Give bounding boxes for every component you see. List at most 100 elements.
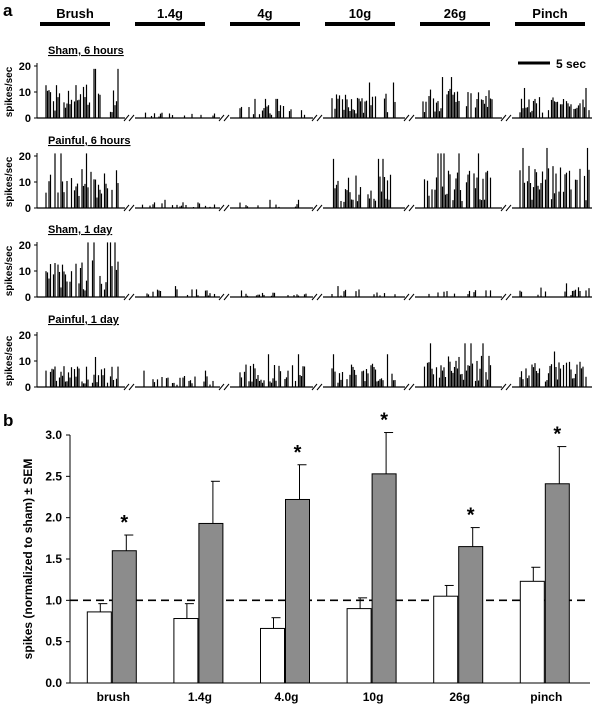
trace-break-gap bbox=[125, 294, 135, 300]
bar-sham bbox=[346, 608, 372, 684]
significance-marker: * bbox=[467, 505, 475, 527]
y-tick-label: 1.0 bbox=[45, 593, 62, 607]
y-tick-label: 2.0 bbox=[45, 511, 62, 525]
trace-break-gap bbox=[220, 115, 230, 121]
trace-title: Sham, 1 day bbox=[48, 224, 113, 236]
trace-break-mark bbox=[311, 204, 318, 212]
trace-break-gap bbox=[405, 294, 415, 300]
trace-break-mark bbox=[408, 114, 415, 122]
x-tick-label: 4.0g bbox=[274, 690, 298, 704]
trace-break-mark bbox=[128, 293, 135, 301]
trace-break-mark bbox=[505, 383, 512, 391]
trace-break-mark bbox=[218, 204, 225, 212]
panel-b-label: b bbox=[3, 411, 13, 430]
bar-sham bbox=[260, 627, 285, 684]
trace-break-gap bbox=[502, 205, 512, 211]
trace-break-gap bbox=[220, 384, 230, 390]
trace-break-mark bbox=[223, 204, 230, 212]
trace-break-mark bbox=[311, 293, 318, 301]
trace-title: Painful, 6 hours bbox=[48, 135, 131, 147]
stimulus-label: 4g bbox=[257, 6, 272, 21]
stimulus-label: 26g bbox=[444, 6, 466, 21]
trace-break-mark bbox=[505, 114, 512, 122]
trace-title: Painful, 1 day bbox=[48, 314, 120, 326]
trace-break-mark bbox=[218, 114, 225, 122]
trace-y-tick-label: 10 bbox=[19, 87, 31, 99]
trace-y-tick-label: 20 bbox=[19, 240, 31, 252]
significance-marker: * bbox=[380, 410, 388, 432]
trace-row: Sham, 1 day 0 10 20 spikes/sec bbox=[4, 224, 592, 304]
x-tick-label: 26g bbox=[449, 690, 470, 704]
trace-break-gap bbox=[220, 205, 230, 211]
trace-break-mark bbox=[316, 114, 323, 122]
x-tick-label: brush bbox=[97, 690, 130, 704]
y-tick-label: 3.0 bbox=[45, 428, 62, 442]
bar-painful bbox=[285, 498, 310, 684]
trace-break-mark bbox=[505, 293, 512, 301]
y-axis-label: spikes (normalized to sham) ± SEM bbox=[21, 459, 35, 660]
trace-row: Painful, 6 hours 0 10 20 spikes/sec bbox=[4, 135, 592, 215]
y-tick-label: 0.0 bbox=[45, 676, 62, 690]
trace-break-gap bbox=[313, 115, 323, 121]
bar-painful bbox=[458, 546, 484, 684]
trace-break-gap bbox=[502, 384, 512, 390]
trace-y-tick-label: 0 bbox=[25, 203, 31, 215]
trace-break-mark bbox=[408, 293, 415, 301]
trace-break-mark bbox=[223, 114, 230, 122]
trace-break-gap bbox=[502, 294, 512, 300]
trace-y-tick-label: 0 bbox=[25, 113, 31, 125]
x-tick-label: 1.4g bbox=[188, 690, 212, 704]
trace-break-mark bbox=[218, 383, 225, 391]
trace-y-label: spikes/sec bbox=[4, 245, 15, 296]
trace-break-gap bbox=[220, 294, 230, 300]
trace-y-label: spikes/sec bbox=[4, 335, 15, 386]
significance-marker: * bbox=[553, 424, 561, 446]
y-tick-label: 1.5 bbox=[45, 552, 62, 566]
significance-marker: * bbox=[294, 442, 302, 464]
trace-break-gap bbox=[405, 205, 415, 211]
trace-break-gap bbox=[405, 115, 415, 121]
trace-break-mark bbox=[316, 204, 323, 212]
trace-break-gap bbox=[125, 205, 135, 211]
trace-y-tick-label: 20 bbox=[19, 61, 31, 73]
trace-break-mark bbox=[128, 114, 135, 122]
trace-row: Sham, 6 hours 0 10 20 spikes/sec bbox=[4, 45, 592, 125]
trace-y-tick-label: 0 bbox=[25, 382, 31, 394]
trace-title: Sham, 6 hours bbox=[48, 45, 124, 57]
trace-break-mark bbox=[311, 114, 318, 122]
trace-break-gap bbox=[502, 115, 512, 121]
y-tick-label: 0.5 bbox=[45, 635, 62, 649]
trace-break-mark bbox=[403, 204, 410, 212]
trace-break-mark bbox=[500, 114, 507, 122]
trace-y-tick-label: 0 bbox=[25, 292, 31, 304]
bar-sham bbox=[433, 595, 459, 684]
bar-sham bbox=[86, 611, 112, 684]
bar-painful bbox=[198, 522, 224, 684]
trace-break-gap bbox=[313, 294, 323, 300]
trace-break-mark bbox=[316, 293, 323, 301]
scale-bar-label: 5 sec bbox=[556, 57, 586, 71]
trace-break-mark bbox=[128, 204, 135, 212]
trace-break-gap bbox=[125, 115, 135, 121]
bar-painful bbox=[371, 473, 397, 684]
trace-break-gap bbox=[125, 384, 135, 390]
bar-painful bbox=[544, 483, 570, 684]
trace-break-gap bbox=[313, 205, 323, 211]
trace-y-tick-label: 10 bbox=[19, 356, 31, 368]
x-tick-label: pinch bbox=[530, 690, 562, 704]
trace-break-mark bbox=[408, 204, 415, 212]
bar-painful bbox=[111, 550, 137, 684]
trace-row: Painful, 1 day 0 10 20 spikes/sec bbox=[4, 314, 592, 394]
trace-break-mark bbox=[223, 383, 230, 391]
trace-y-tick-label: 10 bbox=[19, 266, 31, 278]
trace-break-mark bbox=[403, 114, 410, 122]
trace-break-mark bbox=[123, 293, 130, 301]
trace-break-mark bbox=[123, 204, 130, 212]
stimulus-label: 10g bbox=[349, 6, 371, 21]
trace-break-mark bbox=[505, 204, 512, 212]
trace-break-mark bbox=[403, 383, 410, 391]
trace-y-label: spikes/sec bbox=[4, 66, 15, 117]
trace-break-mark bbox=[223, 293, 230, 301]
trace-break-mark bbox=[403, 293, 410, 301]
